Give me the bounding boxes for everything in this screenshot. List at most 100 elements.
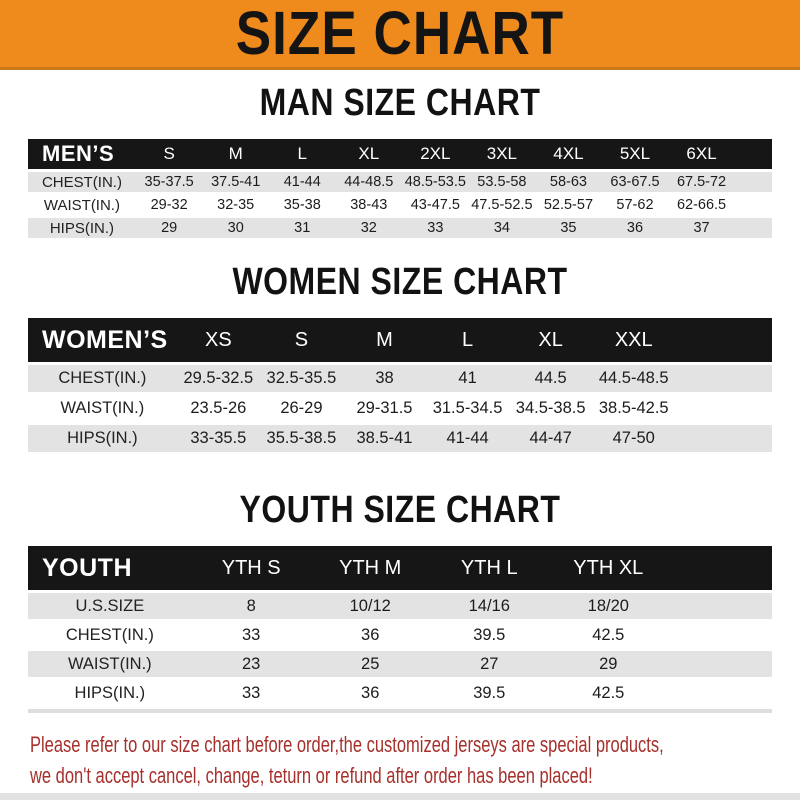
column-header: YTH L [429, 546, 549, 590]
table-head: WOMEN’S XS S M L XL XXL [28, 318, 772, 362]
cell: 23 [191, 651, 311, 677]
size-section: YOUTH SIZE CHART YOUTH YTH S YTH M YTH L YTH… [0, 487, 800, 713]
cell: 33 [402, 218, 469, 238]
column-header: XL [335, 139, 403, 169]
cell: 58-63 [535, 172, 602, 192]
column-header: S [259, 318, 343, 362]
table-head: MEN’S S M L XL 2XL 3XL 4XL 5XL 6XL [28, 139, 772, 169]
row-label: CHEST(IN.) [28, 365, 177, 392]
row-label: WAIST(IN.) [28, 395, 177, 422]
footer-line-1: Please refer to our size chart before or… [30, 732, 664, 757]
cell: 38 [342, 365, 427, 392]
cell: 29-32 [135, 195, 203, 215]
cell: 43-47.5 [402, 195, 469, 215]
column-header: 5XL [601, 139, 669, 169]
cell: 62-66.5 [668, 195, 735, 215]
header-spacer [734, 139, 772, 169]
cell: 57-62 [601, 195, 669, 215]
cell: 47.5-52.5 [468, 195, 536, 215]
cell: 34 [468, 218, 536, 238]
size-table: WOMEN’S XS S M L XL XXL CHEST(IN.) 29.5-32.5 32.… [28, 315, 772, 455]
column-header: L [268, 139, 336, 169]
cell: 44-47 [509, 425, 593, 452]
table-row: WAIST(IN.) 29-32 32-35 35-38 38-43 43-47.5 47.… [28, 195, 772, 215]
row-spacer [675, 425, 772, 452]
section-title-text: WOMEN SIZE CHART [232, 259, 568, 303]
table-corner-label: YOUTH [28, 546, 192, 590]
size-section: MAN SIZE CHART MEN’S S M L XL 2XL 3XL 4XL 5XL 6XL… [0, 81, 800, 241]
row-label: CHEST(IN.) [28, 622, 192, 648]
cell: 44.5 [509, 365, 593, 392]
column-header: M [342, 318, 427, 362]
cell: 63-67.5 [601, 172, 669, 192]
cell: 34.5-38.5 [509, 395, 593, 422]
cell: 33 [191, 680, 311, 706]
table-body: CHEST(IN.) 29.5-32.5 32.5-35.5 38 41 44.5 44.5… [28, 365, 772, 452]
row-label: WAIST(IN.) [28, 195, 136, 215]
cell: 35-37.5 [135, 172, 203, 192]
cell: 48.5-53.5 [402, 172, 469, 192]
column-header: S [135, 139, 203, 169]
size-table: YOUTH YTH S YTH M YTH L YTH XL U.S.SIZE 8 10/1… [28, 543, 772, 713]
cell: 47-50 [592, 425, 676, 452]
section-title: MAN SIZE CHART [0, 81, 800, 124]
cell: 29.5-32.5 [176, 365, 260, 392]
column-header: L [426, 318, 510, 362]
table-row: HIPS(IN.) 29 30 31 32 33 34 35 36 37 [28, 218, 772, 238]
footer-note: Please refer to our size chart before or… [30, 729, 800, 791]
cell: 38.5-41 [342, 425, 427, 452]
row-label: HIPS(IN.) [28, 425, 177, 452]
row-spacer [667, 593, 772, 619]
cell: 42.5 [548, 622, 668, 648]
section-title: YOUTH SIZE CHART [0, 487, 800, 531]
cell: 44.5-48.5 [592, 365, 676, 392]
cell: 35.5-38.5 [259, 425, 343, 452]
cell: 14/16 [429, 593, 549, 619]
table-row: WAIST(IN.) 23 25 27 29 [28, 651, 772, 677]
cell: 33-35.5 [176, 425, 260, 452]
column-header: YTH M [310, 546, 430, 590]
table-corner-label: MEN’S [28, 139, 136, 169]
table-row: CHEST(IN.) 33 36 39.5 42.5 [28, 622, 772, 648]
cell: 18/20 [548, 593, 668, 619]
cell: 27 [429, 651, 549, 677]
table-row: HIPS(IN.) 33-35.5 35.5-38.5 38.5-41 41-44 44-… [28, 425, 772, 452]
column-header: XL [509, 318, 593, 362]
column-header: 2XL [402, 139, 469, 169]
table-row: CHEST(IN.) 35-37.5 37.5-41 41-44 44-48.5 48.5… [28, 172, 772, 192]
row-spacer [675, 395, 772, 422]
cell: 23.5-26 [176, 395, 260, 422]
cell: 41 [426, 365, 510, 392]
cell: 29-31.5 [342, 395, 427, 422]
header-spacer [667, 546, 772, 590]
table-row: U.S.SIZE 8 10/12 14/16 18/20 [28, 593, 772, 619]
cell: 41-44 [268, 172, 336, 192]
table-row: CHEST(IN.) 29.5-32.5 32.5-35.5 38 41 44.5 44.5… [28, 365, 772, 392]
column-header: YTH S [191, 546, 311, 590]
cell: 26-29 [259, 395, 343, 422]
cell: 35 [535, 218, 602, 238]
bottom-strip [0, 793, 800, 800]
banner-title: SIZE CHART [236, 3, 563, 64]
cell: 31.5-34.5 [426, 395, 510, 422]
cell: 29 [548, 651, 668, 677]
cell: 42.5 [548, 680, 668, 706]
header-spacer [675, 318, 772, 362]
section-title-text: YOUTH SIZE CHART [239, 487, 561, 531]
column-header: 6XL [668, 139, 735, 169]
banner-title-text: SIZE CHART [235, 0, 565, 68]
banner: SIZE CHART [0, 0, 800, 70]
cell: 53.5-58 [468, 172, 536, 192]
row-label: WAIST(IN.) [28, 651, 192, 677]
cell: 30 [202, 218, 269, 238]
cell: 44-48.5 [335, 172, 403, 192]
row-spacer [667, 622, 772, 648]
cell: 31 [268, 218, 336, 238]
cell: 67.5-72 [668, 172, 735, 192]
row-spacer [734, 172, 772, 192]
column-header: 4XL [535, 139, 602, 169]
cell: 36 [601, 218, 669, 238]
row-label: U.S.SIZE [28, 593, 192, 619]
table-row: HIPS(IN.) 33 36 39.5 42.5 [28, 680, 772, 706]
